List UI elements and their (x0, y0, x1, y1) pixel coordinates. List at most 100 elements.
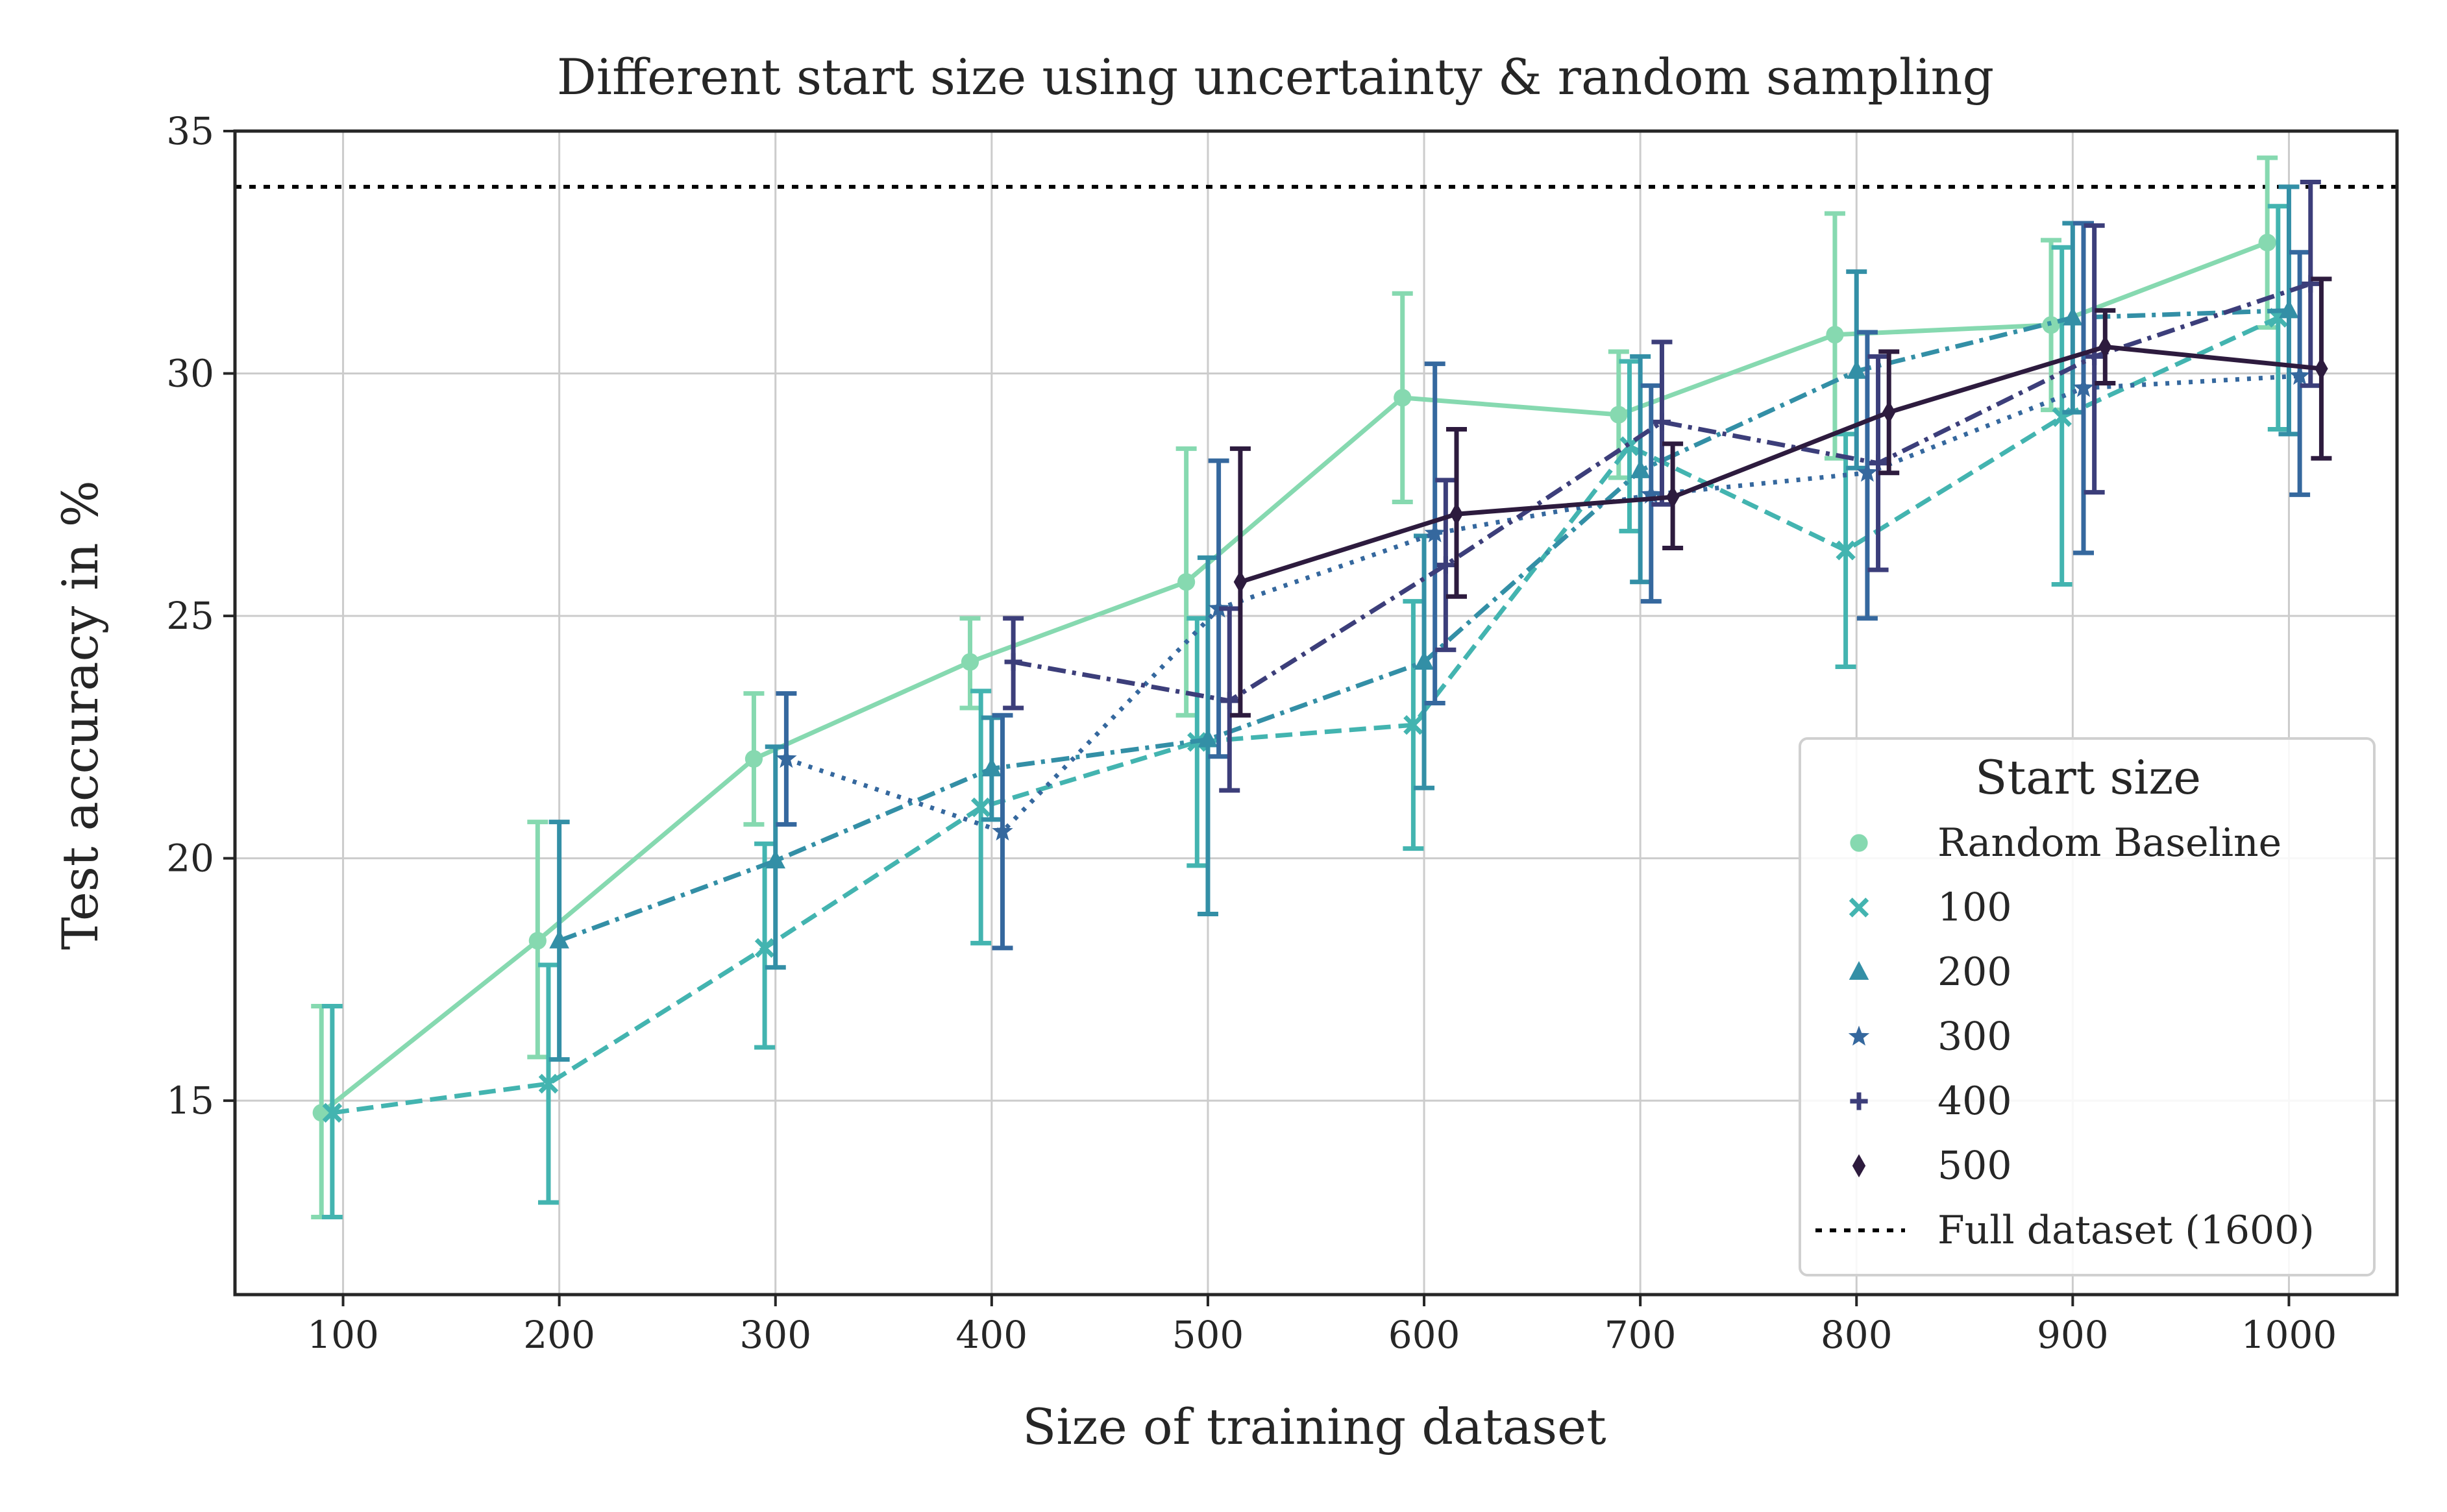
x-axis-ticks: 100 200 300 400 500 600 700 800 900 1000 (307, 1295, 2337, 1357)
data-point-marker (2072, 377, 2095, 397)
data-point-marker (538, 1073, 559, 1094)
data-point-marker (549, 929, 569, 949)
data-point-marker (765, 849, 786, 869)
data-point-marker (961, 653, 979, 671)
x-tick-label: 500 (1172, 1313, 1244, 1357)
chart-title: Different start size using uncertainty &… (557, 48, 1994, 106)
legend-label: 400 (1937, 1079, 2012, 1124)
data-point-marker (1630, 459, 1651, 478)
data-point-marker (2279, 299, 2299, 319)
data-point-marker (2289, 365, 2311, 385)
data-point-marker (970, 797, 991, 818)
x-tick-label: 700 (1605, 1313, 1677, 1357)
x-tick-label: 300 (739, 1313, 811, 1357)
y-tick-label: 25 (166, 594, 214, 638)
x-marker-stroke (1849, 897, 1869, 918)
legend-item: 400 (1850, 1079, 2012, 1124)
legend-item: 500 (1852, 1143, 2012, 1189)
error-bar (970, 689, 992, 945)
data-point-marker (322, 1103, 343, 1123)
legend-label: Full dataset (1600) (1937, 1208, 2315, 1253)
series-line (785, 373, 2300, 834)
legend-marker (1849, 961, 1869, 980)
data-point-marker (1233, 570, 1248, 594)
legend-label: 500 (1937, 1143, 2012, 1189)
data-point-marker (1846, 360, 1867, 379)
legend-label: Random Baseline (1937, 820, 2281, 866)
series-line (1239, 345, 2322, 585)
data-point-marker (1449, 502, 1464, 526)
data-point-marker (1004, 653, 1022, 671)
y-tick-label: 15 (166, 1079, 214, 1123)
plot-frame (233, 129, 2399, 1297)
legend-label: 200 (1937, 949, 2012, 995)
x-tick-label: 1000 (2241, 1313, 2337, 1357)
data-point-marker (2098, 335, 2112, 359)
series-300 (776, 221, 2311, 951)
y-axis-label: Test accuracy in % (51, 480, 109, 950)
data-point-marker (1424, 522, 1445, 543)
data-point-marker (2315, 357, 2328, 380)
x-tick-label: 600 (1388, 1313, 1460, 1357)
x-marker-stroke (1836, 541, 1856, 561)
x-tick-label: 100 (307, 1313, 379, 1357)
data-point-marker (1869, 454, 1888, 472)
x-tick-label: 800 (1821, 1313, 1893, 1357)
x-marker-stroke (754, 938, 775, 958)
x-tick-label: 200 (523, 1313, 595, 1357)
data-point-marker (1856, 461, 1878, 482)
data-point-marker (1436, 556, 1455, 574)
data-point-marker (981, 757, 1002, 777)
x-tick-label: 900 (2037, 1313, 2109, 1357)
legend-item: Random Baseline (1850, 820, 2281, 866)
series-500 (1229, 276, 2332, 718)
legend-marker (1850, 834, 1868, 852)
x-marker-stroke (970, 797, 991, 818)
data-point-marker (776, 748, 797, 768)
data-point-marker (528, 932, 547, 950)
legend-item: 200 (1849, 949, 2012, 995)
data-point-marker (1414, 651, 1434, 670)
x-marker-stroke (1403, 714, 1423, 735)
data-point-marker (1882, 400, 1896, 424)
data-point-marker (1826, 326, 1844, 344)
data-point-marker (1220, 692, 1238, 710)
data-point-marker (1403, 714, 1423, 735)
data-point-marker (1610, 406, 1628, 424)
legend-marker (1850, 1092, 1868, 1110)
series-line (320, 240, 2269, 1115)
series-200 (548, 184, 2300, 1062)
legend-label: 300 (1937, 1014, 2012, 1060)
data-point-marker (1198, 728, 1218, 748)
legend-item: Full dataset (1600) (1815, 1208, 2315, 1253)
series-400 (1003, 179, 2321, 793)
series-100 (321, 204, 2289, 1219)
data-point-marker (2302, 274, 2320, 293)
data-point-marker (1208, 597, 1229, 618)
data-point-marker (744, 750, 763, 768)
series-group (311, 155, 2332, 1219)
legend-marker (1849, 897, 1869, 918)
x-tick-label: 400 (955, 1313, 1027, 1357)
data-point-marker (1177, 573, 1196, 591)
y-tick-label: 35 (166, 109, 214, 153)
data-point-marker (2063, 306, 2083, 326)
data-point-marker (1666, 485, 1680, 509)
legend-items: Random Baseline 100 200 300 400 500 Full datas… (1815, 820, 2315, 1253)
data-point-marker (754, 938, 775, 958)
y-axis-ticks: 15 20 25 30 35 (166, 109, 235, 1123)
data-point-marker (1653, 413, 1671, 431)
x-marker-stroke (322, 1103, 343, 1123)
data-point-marker (992, 820, 1013, 841)
legend-label: 100 (1937, 885, 2012, 931)
series-line (332, 315, 2280, 1116)
data-point-marker (1394, 389, 1412, 407)
y-tick-label: 30 (166, 352, 214, 396)
legend-title: Start size (1975, 750, 2201, 805)
data-point-marker (1836, 541, 1856, 561)
legend-marker (1848, 1025, 1870, 1046)
x-axis-label: Size of training dataset (1022, 1398, 1606, 1456)
y-tick-label: 20 (166, 836, 214, 881)
legend-item: 300 (1848, 1014, 2012, 1060)
